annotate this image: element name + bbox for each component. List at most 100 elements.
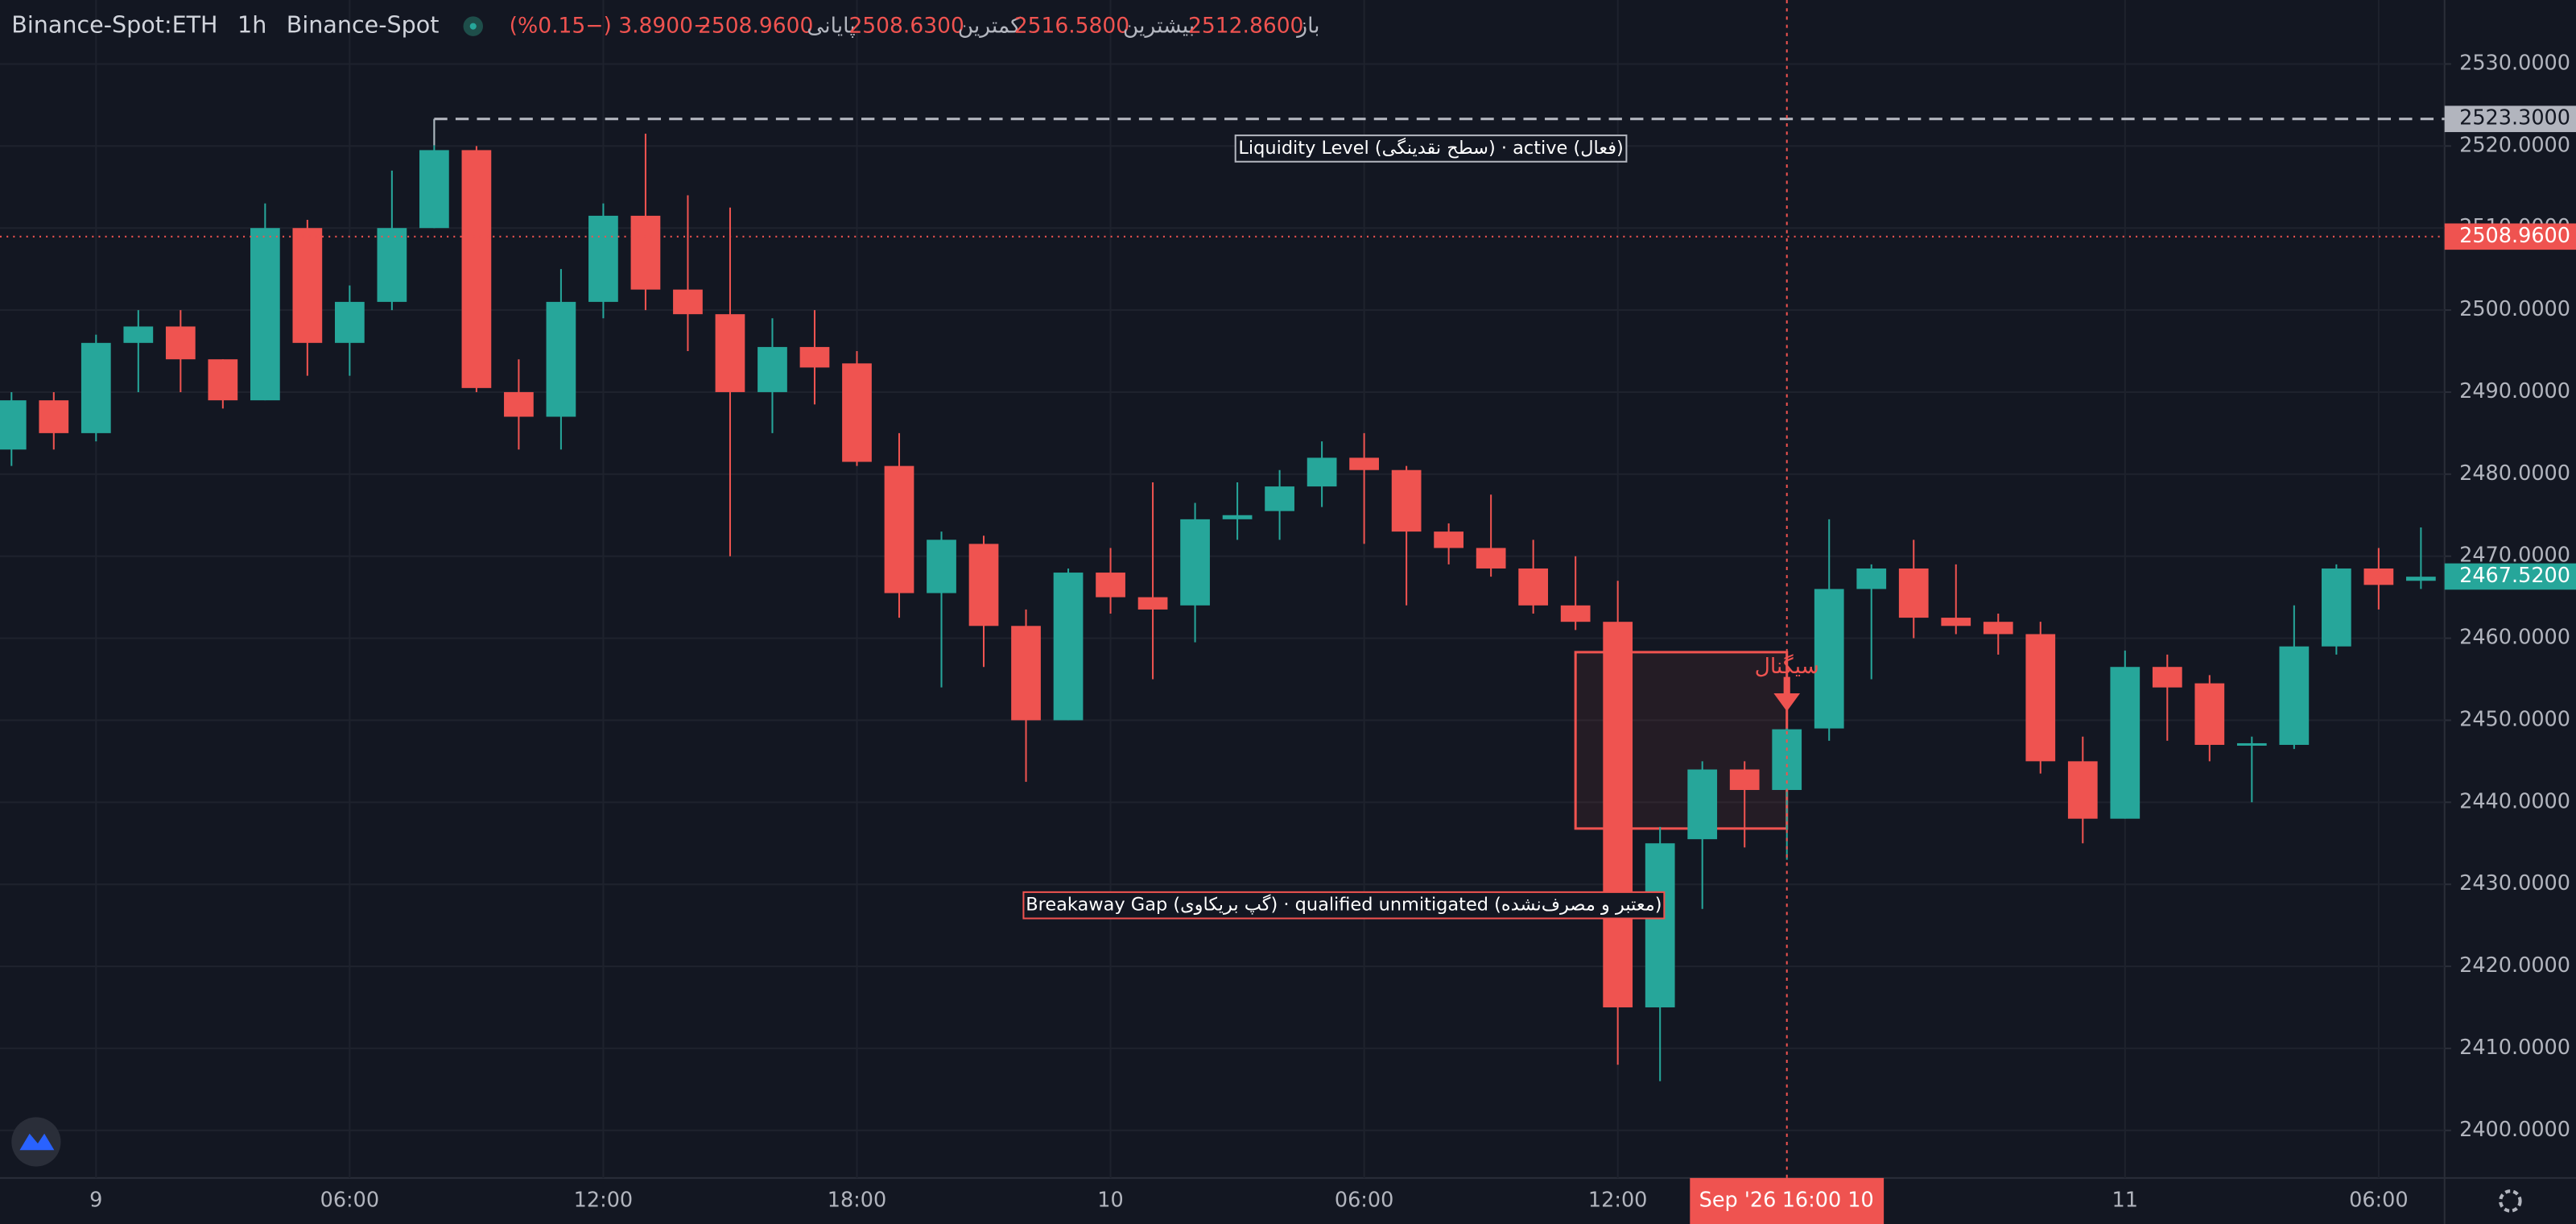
y-tick-label: 2400.0000 (2459, 1118, 2570, 1142)
y-tick-label: 2410.0000 (2459, 1036, 2570, 1060)
crosshair-label: 16:00 10 (1782, 1188, 1874, 1212)
candle-body (1180, 519, 1210, 606)
plot (0, 118, 2445, 1081)
price-label: 2523.3000 (2459, 106, 2570, 130)
header-item: Binance-Spot:ETH (11, 11, 217, 39)
candle-body (673, 289, 703, 315)
candle-body (0, 400, 27, 450)
candle-body (1645, 843, 1675, 1007)
y-tick-label: 2500.0000 (2459, 297, 2570, 321)
candle-body (968, 544, 999, 626)
y-tick-label: 2430.0000 (2459, 871, 2570, 895)
candle-body (842, 363, 872, 462)
price-label: 2508.9600 (2459, 224, 2570, 248)
x-tick-label: 11 (2112, 1188, 2138, 1212)
candle-body (1729, 769, 1760, 791)
candle-body (715, 314, 745, 392)
y-tick-label: 2420.0000 (2459, 953, 2570, 978)
y-tick-label: 2480.0000 (2459, 461, 2570, 486)
settings-icon[interactable] (2499, 1189, 2522, 1213)
x-tick-label: 18:00 (828, 1188, 887, 1212)
candle-body (165, 326, 196, 360)
candle-body (1898, 568, 1929, 618)
x-tick-label: 06:00 (1335, 1188, 1394, 1212)
candle-body (2110, 667, 2140, 819)
signal-arrow (1773, 676, 1801, 712)
candle-body (1053, 573, 1084, 721)
candle-body (1856, 568, 1887, 589)
candle-body (2025, 634, 2056, 762)
zone-label: Breakaway Gap (گپ بریکاوی) · qualified u… (1026, 894, 1662, 916)
candle-body (208, 359, 238, 401)
candle-body (292, 228, 323, 343)
candle-body (1222, 515, 1253, 519)
candle-body (630, 215, 661, 290)
x-tick-label: 12:00 (1588, 1188, 1648, 1212)
price-label-box (2444, 105, 2576, 133)
candle-body (250, 228, 280, 401)
candle-body (799, 346, 830, 368)
candle-body (2363, 568, 2394, 585)
candle-body (80, 342, 111, 433)
field-value: 2512.8600 (1188, 13, 1303, 38)
axes: 2400.0000 2410.0000 2420.0000 2430.0000 2440… (89, 51, 2576, 1212)
candle-body (1476, 548, 1506, 569)
candle-body (2321, 568, 2351, 647)
field-label: کمترین (958, 13, 1022, 38)
x-tick-label: 10 (1097, 1188, 1123, 1212)
candle-body (377, 228, 407, 302)
x-tick-label: 06:00 (2349, 1188, 2409, 1212)
zone-label-box (1022, 891, 1666, 920)
logo-mark (19, 1133, 55, 1151)
field-label: باز (1295, 13, 1319, 38)
candle-body (2236, 742, 2267, 746)
x-tick-label: 12:00 (574, 1188, 634, 1212)
y-tick-label: 2460.0000 (2459, 626, 2570, 650)
field-value: 2516.5800 (1014, 13, 1129, 38)
status-dot (463, 16, 483, 36)
candle-body (1560, 605, 1591, 622)
candle-body (588, 215, 618, 302)
candle-body (1265, 486, 1294, 511)
field-value: 2508.6300 (848, 13, 964, 38)
y-tick-label: 2440.0000 (2459, 789, 2570, 813)
candle-body (1518, 568, 1549, 606)
crosshair-label: Sep '26 (1699, 1188, 1777, 1212)
change: −3.8900 (−0.15%) (510, 13, 712, 38)
candle-body (1687, 769, 1718, 840)
candle-body (2279, 646, 2310, 745)
candle-body (1349, 457, 1379, 470)
price-label-box (2444, 563, 2576, 590)
x-tick-label: 06:00 (320, 1188, 380, 1212)
crosshair-label-box (1690, 1177, 1885, 1224)
candle-body (884, 465, 914, 593)
candle-body (2152, 667, 2182, 688)
candle-body (1096, 573, 1125, 598)
y-tick-label: 2490.0000 (2459, 379, 2570, 403)
candle-body (2406, 577, 2436, 581)
candle-body (1983, 622, 2013, 635)
header: Binance-Spot:ETH 1h Binance-Spot (11, 11, 439, 39)
candle-body (39, 400, 69, 433)
candle-body (758, 346, 787, 392)
candle-body (504, 391, 534, 417)
header-item: Binance-Spot (287, 11, 440, 39)
header-values: باز2512.8600بیشترین2516.5800کمترین2508.6… (510, 13, 1320, 38)
header-item: 1h (237, 11, 266, 39)
candle-body (1434, 531, 1463, 548)
candle-body (927, 540, 956, 593)
field-value: 2508.9600 (698, 13, 813, 38)
x-tick-label: 9 (89, 1188, 102, 1212)
candle-body (1941, 618, 1971, 626)
level-label-box (1234, 134, 1628, 163)
candle-body (2194, 683, 2225, 745)
candle-body (2067, 761, 2098, 819)
y-tick-label: 2520.0000 (2459, 133, 2570, 157)
candle-body (1307, 457, 1337, 487)
candle-body (419, 150, 449, 229)
field-label: پایانی (807, 13, 855, 38)
candle-body (335, 301, 365, 343)
